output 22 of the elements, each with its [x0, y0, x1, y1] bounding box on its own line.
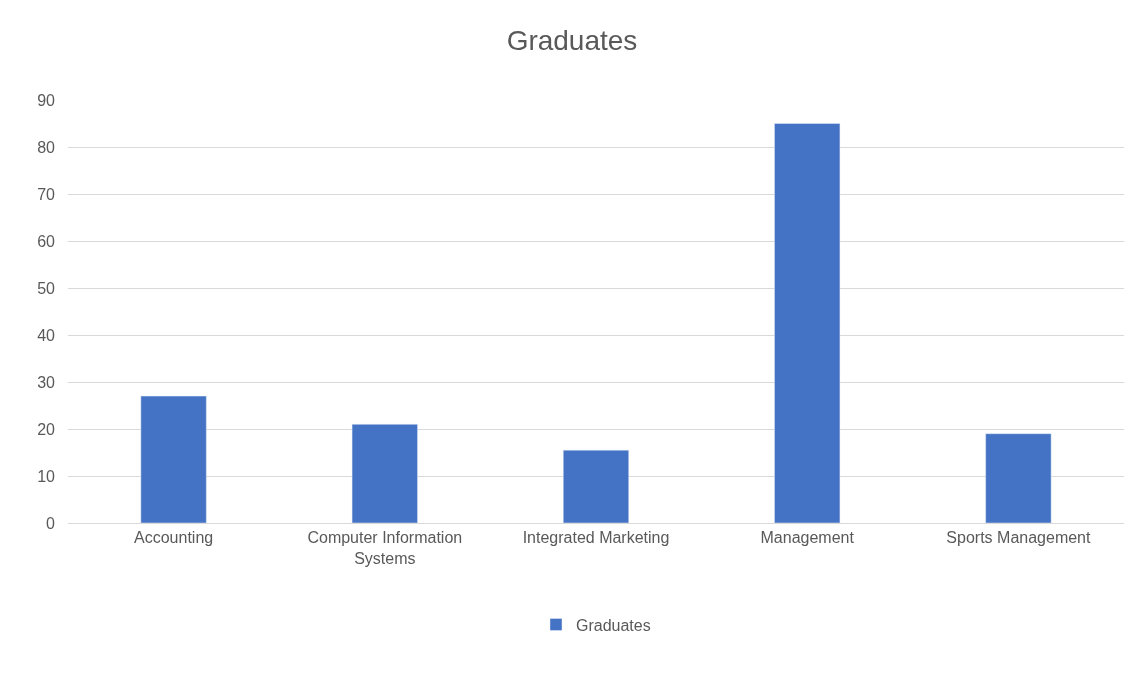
x-tick-label: Computer Information Systems [307, 529, 463, 567]
y-tick-label: 0 [46, 514, 56, 532]
chart-title: Graduates [506, 24, 638, 56]
x-tick-label: Integrated Marketing [522, 529, 670, 547]
y-tick-label: 10 [37, 467, 56, 485]
bar [985, 433, 1052, 523]
y-tick-label: 20 [37, 420, 56, 438]
y-tick-label: 90 [37, 91, 56, 109]
x-tick-label: Management [760, 529, 855, 547]
bar [774, 123, 841, 523]
y-tick-label: 60 [37, 232, 56, 250]
y-tick-label: 50 [37, 279, 56, 297]
bar [351, 424, 418, 523]
x-tick-label: Sports Management [946, 529, 1091, 547]
y-tick-label: 80 [37, 138, 56, 156]
y-tick-label: 30 [37, 373, 56, 391]
bar [563, 449, 629, 523]
y-tick-label: 70 [37, 185, 56, 203]
y-tick-label: 40 [37, 326, 56, 344]
bar [140, 395, 207, 523]
x-tick-label: Accounting [134, 529, 214, 547]
legend-label: Graduates [576, 616, 651, 634]
